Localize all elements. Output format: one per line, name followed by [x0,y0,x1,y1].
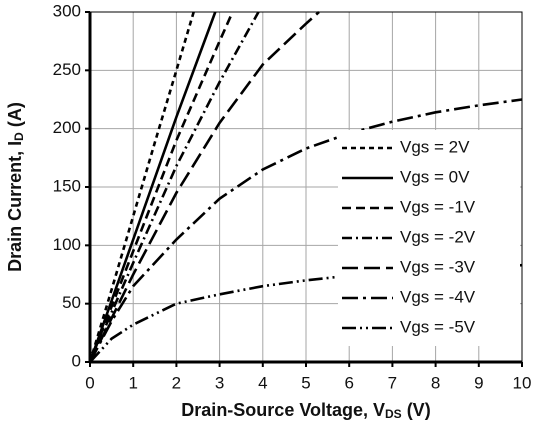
y-tick-label: 250 [53,60,81,79]
series-line [88,11,195,363]
x-label-main: Drain-Source Voltage, V [181,400,385,420]
legend-label: Vgs = -1V [400,197,476,216]
y-label-sub: D [12,132,26,141]
x-tick-label: 8 [431,373,440,392]
legend-label: Vgs = 2V [400,137,470,156]
x-tick-label: 10 [513,373,532,392]
x-label-sub: DS [385,407,402,421]
y-axis-label: Drain Current, ID (A) [5,102,26,272]
series-line [88,11,217,363]
legend-label: Vgs = -2V [400,227,476,246]
y-tick-label: 150 [53,176,81,195]
y-tick-label: 300 [53,1,81,20]
y-tick-label: 50 [62,293,81,312]
x-tick-label: 4 [258,373,267,392]
y-label-main: Drain Current, I [5,141,25,272]
x-tick-label: 7 [388,373,397,392]
legend-label: Vgs = 0V [400,167,470,186]
y-label-suffix: (A) [5,102,25,132]
x-tick-label: 0 [85,373,94,392]
x-tick-label: 9 [474,373,483,392]
x-tick-label: 3 [215,373,224,392]
series-line [89,263,523,363]
series-line [88,11,320,363]
legend-label: Vgs = -5V [400,317,476,336]
x-tick-label: 2 [172,373,181,392]
y-tick-label: 200 [53,118,81,137]
y-tick-label: 0 [72,351,81,370]
x-label-suffix: (V) [402,400,431,420]
legend-label: Vgs = -4V [400,287,476,306]
legend-label: Vgs = -3V [400,257,476,276]
series-line [88,11,234,363]
x-axis-label: Drain-Source Voltage, VDS (V) [181,400,430,421]
x-tick-label: 1 [128,373,137,392]
legend: Vgs = 2V Vgs = 0V Vgs = -1V Vgs = -2V Vgs = … [338,130,520,346]
series-line [88,98,523,363]
x-tick-label: 6 [344,373,353,392]
series-line [88,11,260,363]
x-tick-label: 5 [301,373,310,392]
y-tick-label: 100 [53,235,81,254]
